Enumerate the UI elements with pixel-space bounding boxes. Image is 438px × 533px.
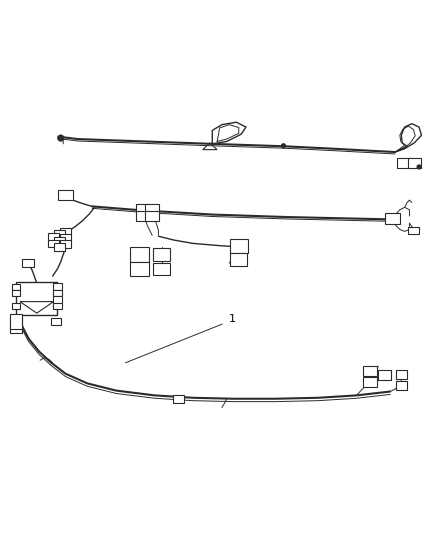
Bar <box>53 243 65 251</box>
Bar <box>377 370 390 379</box>
Bar <box>16 282 57 315</box>
Bar <box>51 318 61 326</box>
Bar <box>363 366 376 376</box>
Bar <box>153 248 170 261</box>
Bar <box>135 211 149 221</box>
Bar <box>406 158 420 168</box>
Bar <box>12 303 20 309</box>
Bar <box>10 318 22 326</box>
Bar <box>230 253 247 265</box>
Bar <box>229 239 247 253</box>
Bar <box>12 284 20 290</box>
Bar <box>53 296 62 303</box>
Bar <box>153 263 170 275</box>
Circle shape <box>281 144 285 148</box>
Bar <box>145 204 159 214</box>
Bar <box>395 370 406 379</box>
Bar <box>395 381 406 390</box>
Bar <box>53 230 65 238</box>
Circle shape <box>416 165 420 169</box>
Bar <box>60 240 71 248</box>
Bar <box>396 158 411 168</box>
Bar <box>362 377 376 387</box>
Bar <box>60 234 71 241</box>
Bar <box>53 284 62 290</box>
Bar <box>407 227 418 235</box>
Bar <box>173 395 184 402</box>
Bar <box>135 204 149 214</box>
Bar <box>53 289 62 296</box>
Bar <box>384 213 399 224</box>
Bar <box>48 233 59 241</box>
Text: 1: 1 <box>229 314 236 324</box>
Circle shape <box>58 135 64 141</box>
Bar <box>22 259 34 268</box>
Bar <box>129 262 148 276</box>
Bar <box>12 290 20 296</box>
Bar <box>60 228 71 235</box>
Bar <box>145 211 159 221</box>
Bar <box>10 314 22 329</box>
Bar <box>53 303 62 309</box>
Bar <box>129 247 148 262</box>
Bar <box>10 326 22 333</box>
Bar <box>48 239 59 247</box>
Bar <box>53 237 65 244</box>
Bar <box>58 190 73 200</box>
